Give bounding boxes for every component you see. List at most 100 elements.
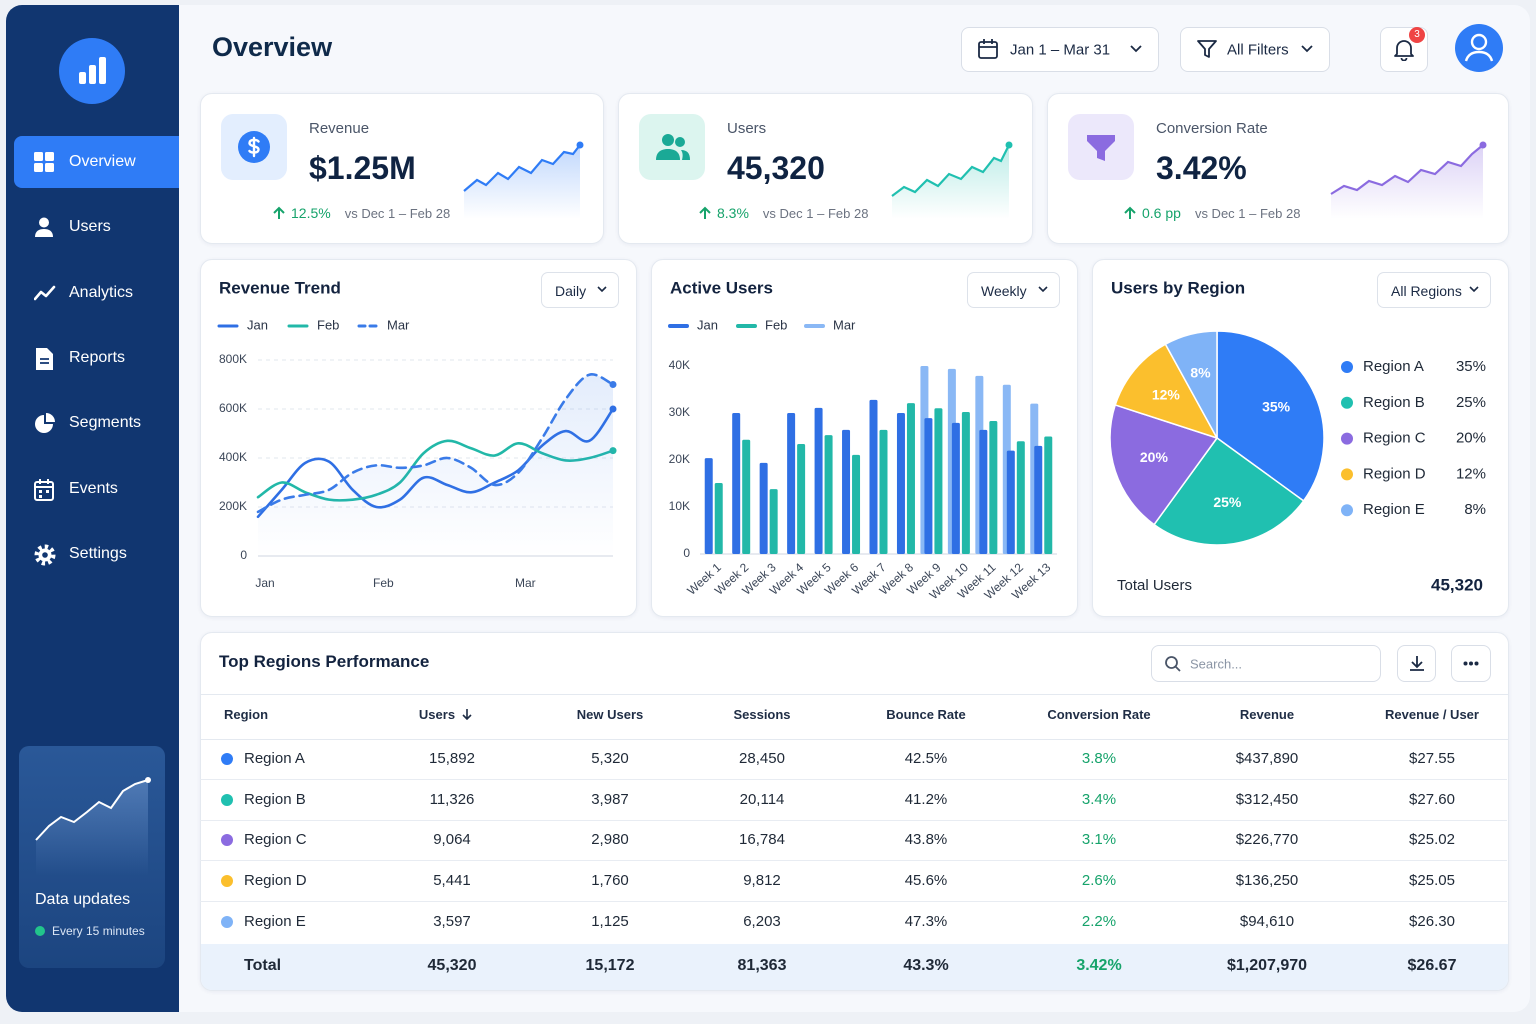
page-title: Overview	[212, 32, 333, 62]
table-cell: 43.8%	[904, 831, 948, 848]
date-picker[interactable]: Jan 1 – Mar 31	[961, 27, 1159, 72]
kpi-period: vs Dec 1 – Feb 28	[344, 205, 451, 221]
icon	[36, 348, 53, 370]
chevron	[1301, 45, 1313, 53]
nav-item[interactable]: Events	[14, 463, 179, 515]
kpi-value: 3.42%	[1156, 150, 1247, 186]
table-cell: $27.60	[1409, 791, 1455, 808]
table-cell: 16,784	[739, 831, 785, 848]
kpi-value: $1.25M	[309, 150, 416, 186]
icon	[34, 479, 54, 501]
search-icon	[1165, 656, 1181, 672]
table-cell: 45.6%	[904, 872, 948, 889]
total-cell: $1,207,970	[1226, 957, 1308, 974]
table-cell: $25.02	[1409, 831, 1455, 848]
region-dot	[221, 753, 233, 765]
date-range: Jan 1 – Mar 31	[1010, 41, 1111, 58]
nav-item[interactable]: Reports	[14, 332, 179, 384]
chart-card	[651, 259, 1078, 617]
kpi-sparkline	[1330, 141, 1487, 219]
kpi-sparkline	[463, 141, 584, 219]
region-dot	[221, 834, 233, 846]
chart-card	[200, 259, 637, 617]
total-cell: 81,363	[737, 957, 787, 974]
period-dropdown[interactable]: Daily	[541, 272, 619, 308]
period-dropdown[interactable]: Weekly	[967, 272, 1060, 308]
table-card	[200, 632, 1509, 991]
table-cell: 1,760	[591, 872, 629, 889]
kpi-card: Conversion Rate 3.42% 0.6 pp vs Dec 1 – …	[1047, 93, 1509, 244]
table-cell: 20,114	[739, 791, 785, 808]
kpi-icon	[639, 114, 705, 180]
nav-label: Users	[69, 218, 111, 235]
nav-item[interactable]: Overview	[14, 136, 179, 188]
total-cell: $26.67	[1407, 957, 1457, 974]
table-cell: $25.05	[1409, 872, 1455, 889]
table-cell: 3.1%	[1081, 831, 1117, 848]
table-cell: 5,320	[591, 750, 629, 767]
status-dot	[35, 926, 45, 936]
table-cell: 5,441	[433, 872, 471, 889]
kpi-period: vs Dec 1 – Feb 28	[1194, 205, 1301, 221]
table-cell: 3.4%	[1081, 791, 1117, 808]
table-cell: $26.30	[1409, 913, 1455, 930]
icon	[34, 152, 54, 172]
table-cell: 2.2%	[1081, 913, 1117, 930]
table-cell: Region B	[244, 791, 306, 808]
total-cell: 15,172	[585, 957, 635, 974]
nav-item[interactable]: Settings	[14, 528, 179, 580]
table-cell: 3.8%	[1081, 750, 1117, 767]
dropdown-label: All Regions	[1391, 283, 1462, 299]
status-card: Data updates Every 15 minutes	[19, 746, 165, 968]
table-title: Top Regions Performance	[219, 652, 430, 671]
filter-icon	[1197, 40, 1217, 58]
download-button[interactable]	[1397, 645, 1436, 682]
filters-button[interactable]: All Filters	[1180, 27, 1330, 72]
sort-icon[interactable]	[461, 708, 473, 721]
column-header: Region	[224, 707, 269, 722]
logo[interactable]	[59, 38, 125, 104]
nav-label: Analytics	[69, 284, 134, 301]
table-cell: Region E	[244, 913, 306, 930]
total-cell: 45,320	[427, 957, 477, 974]
chevron	[1130, 45, 1142, 53]
nav-item[interactable]: Analytics	[14, 267, 179, 319]
row-divider	[200, 901, 1507, 902]
kpi-change-row: 0.6 pp vs Dec 1 – Feb 28	[1124, 205, 1300, 221]
table-cell: 11,326	[429, 791, 475, 808]
table-cell: Region A	[244, 750, 305, 767]
nav-item[interactable]: Segments	[14, 397, 179, 449]
kpi-period: vs Dec 1 – Feb 28	[762, 205, 869, 221]
region-dot	[221, 794, 233, 806]
nav-label: Overview	[69, 153, 136, 170]
dropdown-label: Daily	[555, 283, 587, 299]
search-box[interactable]: Search...	[1151, 645, 1381, 682]
bell-icon	[1394, 40, 1414, 61]
icon	[34, 544, 56, 566]
kpi-change: 12.5%	[291, 205, 331, 221]
table-cell: $437,890	[1235, 750, 1299, 767]
table-cell: $226,770	[1235, 831, 1299, 848]
kpi-change-row: 8.3% vs Dec 1 – Feb 28	[699, 205, 868, 221]
table-cell: $312,450	[1235, 791, 1299, 808]
nav-item[interactable]: Users	[14, 201, 179, 253]
kpi-card: Users 45,320 8.3% vs Dec 1 – Feb 28	[618, 93, 1033, 244]
table-cell: 41.2%	[904, 791, 948, 808]
table-cell: Region D	[244, 872, 307, 889]
total-cell: 43.3%	[903, 957, 949, 974]
kpi-label: Users	[727, 120, 767, 137]
table-cell: 3,987	[591, 791, 629, 808]
region-dropdown[interactable]: All Regions	[1377, 272, 1491, 308]
table-cell: 1,125	[591, 913, 629, 930]
table-cell: 2,980	[591, 831, 629, 848]
icon	[35, 413, 55, 433]
status-subtitle: Every 15 minutes	[52, 924, 145, 938]
avatar[interactable]	[1455, 24, 1503, 72]
icon	[34, 285, 56, 301]
more-button[interactable]	[1451, 645, 1491, 682]
total-cell: 3.42%	[1076, 957, 1122, 974]
table-header-bg	[201, 694, 1508, 740]
chart-card	[1092, 259, 1509, 617]
column-header: Revenue / User	[1385, 707, 1479, 722]
